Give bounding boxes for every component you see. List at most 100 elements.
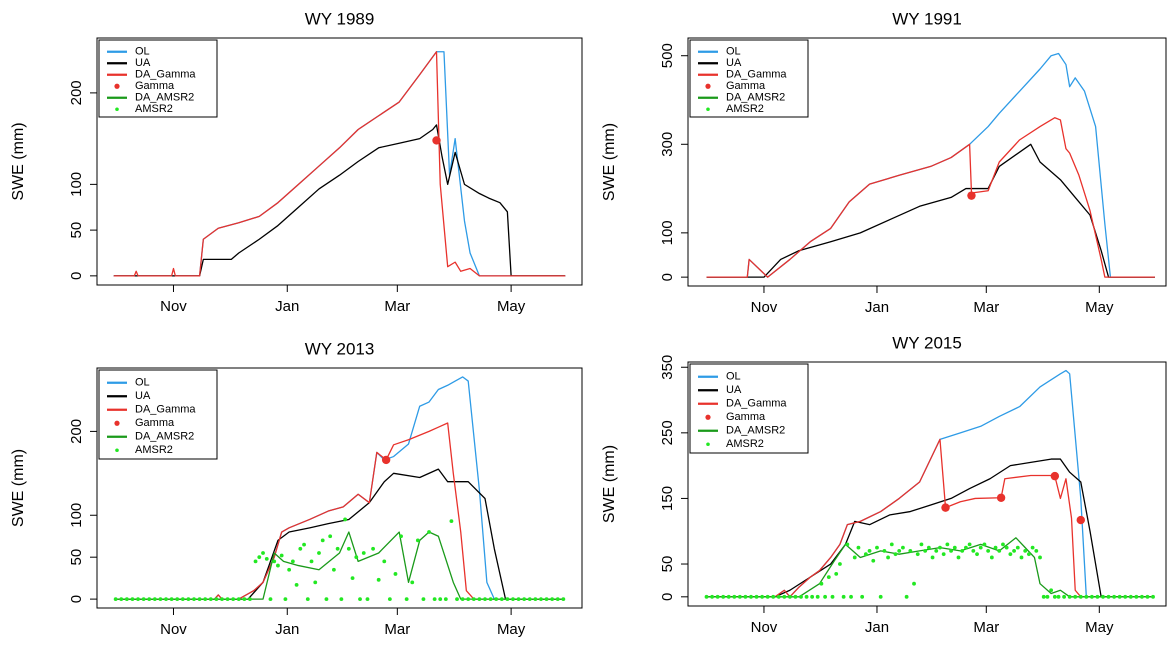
x-tick-label: May [497,298,526,315]
y-tick-label: 300 [659,132,676,157]
point [967,191,976,200]
point [941,552,946,557]
point [819,581,824,586]
point [782,594,787,599]
x-tick-label: May [1085,299,1114,316]
point [1123,594,1128,599]
point [834,571,839,576]
point [294,582,299,587]
x-tick-label: Mar [384,298,410,315]
plot-area [706,52,1155,278]
point [421,597,426,602]
point [760,594,765,599]
legend-symbol [115,107,119,112]
point [799,594,803,599]
point [180,597,185,602]
point [488,597,493,602]
point [1041,594,1046,599]
point [130,597,135,602]
point [305,597,310,602]
point [860,594,865,599]
point [710,594,714,599]
legend-label: Gamma [726,411,766,423]
point [158,597,163,602]
point [904,594,909,599]
point [1078,594,1083,599]
series-line [115,531,564,600]
point [1019,555,1024,560]
point [941,503,950,512]
legend-label: DA_AMSR2 [726,425,785,437]
y-tick-label: 50 [68,549,85,566]
x-tick-label: Nov [160,621,187,638]
point [287,567,292,572]
point [960,549,965,553]
x-tick-label: Jan [275,621,299,638]
y-tick-label: 150 [659,486,676,511]
point [555,597,560,602]
point [1062,594,1067,599]
point [494,597,499,602]
point [354,555,359,560]
point [721,594,726,599]
point [539,597,543,602]
y-tick-label: 200 [68,419,85,444]
point [511,597,515,602]
y-axis-label: SWE (mm) [10,449,27,527]
plot-frame [687,361,1167,607]
point [283,597,288,602]
legend-label: OL [135,46,150,58]
point [214,597,219,602]
x-tick-label: Jan [865,619,889,636]
y-tick-label: 50 [68,222,85,239]
legend-symbol [114,420,120,426]
y-tick-label: 250 [659,420,676,445]
legend-label: Gamma [726,80,766,92]
point [1095,594,1100,599]
y-tick-label: 100 [68,503,85,528]
legend-symbol [115,448,119,453]
series-line [706,143,1155,278]
point [387,597,392,602]
point [136,597,140,602]
point [231,597,236,602]
point [938,545,942,550]
point [309,559,314,564]
legend-symbol [705,83,711,89]
y-axis-label: SWE (mm) [10,122,27,200]
legend-box [689,363,809,454]
point [1101,594,1105,599]
point [926,545,931,550]
point [1089,594,1094,599]
point [1117,594,1122,599]
point [978,545,983,550]
point [1049,588,1054,593]
point [889,542,894,547]
point [823,594,828,599]
legend-label: UA [726,57,742,69]
point [743,594,748,599]
legend-label: OL [726,46,741,58]
point [982,542,987,547]
y-tick-label: 0 [68,595,85,603]
legend-label: OL [135,377,150,389]
point [915,552,920,557]
point [455,597,459,602]
point [1067,594,1072,599]
point [119,597,124,602]
point [1008,552,1013,557]
point [324,597,329,602]
point [771,594,776,599]
point [147,597,152,602]
point [1076,515,1085,525]
legend-label: AMSR2 [135,103,173,115]
panel-title: WY 1989 [305,9,375,28]
point [460,597,465,602]
point [343,517,347,522]
point [393,572,398,576]
point [897,549,902,553]
point [945,542,950,547]
point [415,538,420,543]
